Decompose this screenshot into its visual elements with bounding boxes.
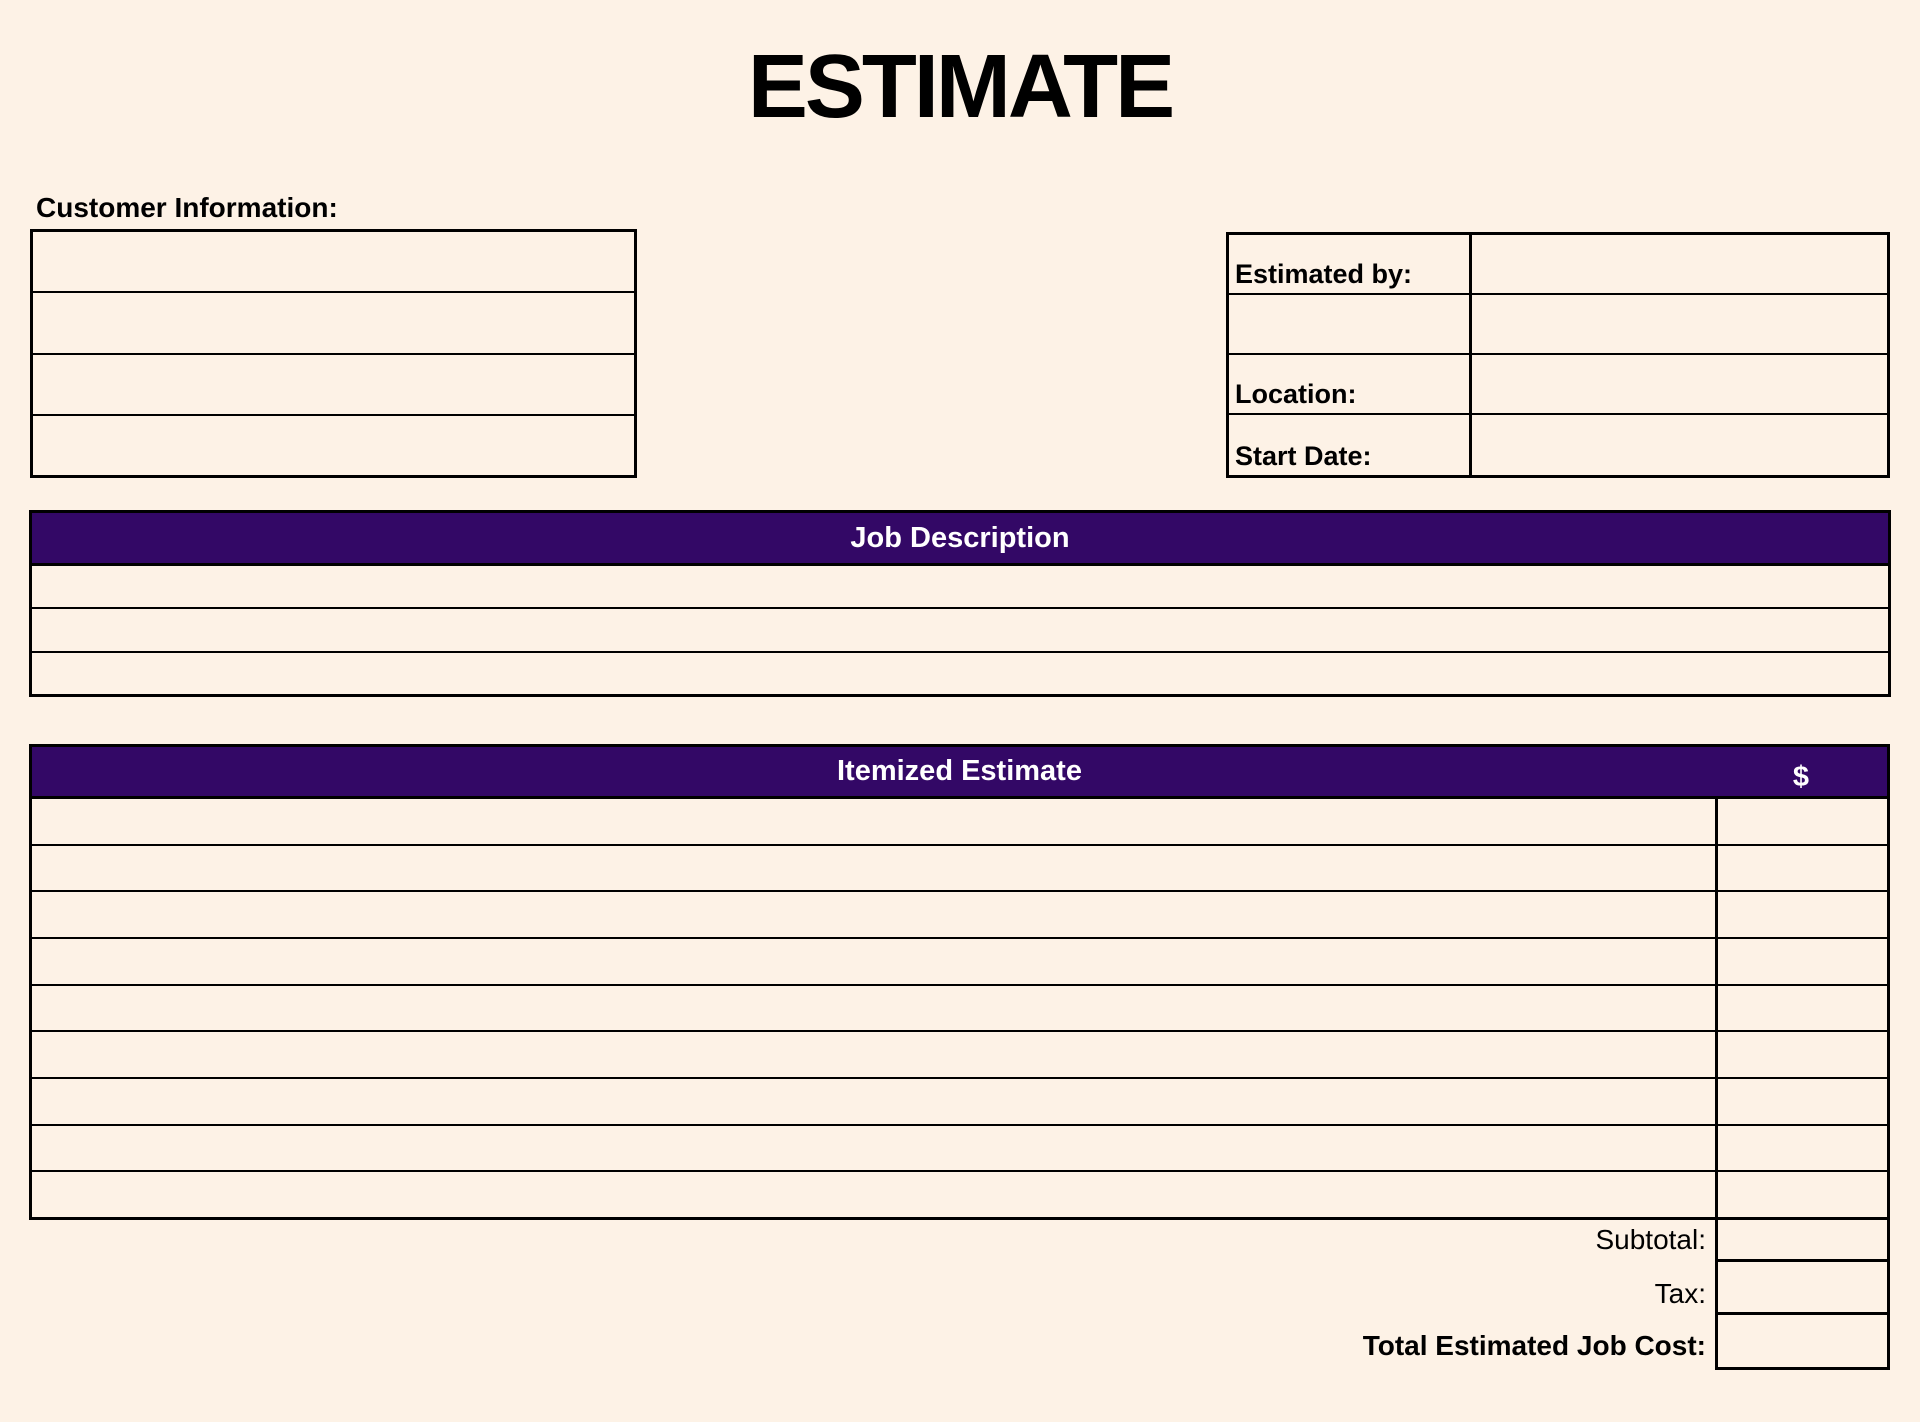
item-row xyxy=(32,1032,1887,1080)
item-row xyxy=(32,1172,1887,1218)
estimated-by-label: Estimated by: xyxy=(1229,235,1472,295)
item-amount-cell[interactable] xyxy=(1718,846,1887,891)
tax-value-box[interactable] xyxy=(1715,1259,1890,1315)
item-description-cell[interactable] xyxy=(32,985,1718,1031)
estimate-info-table: Estimated by: Location: Start Date: xyxy=(1226,232,1890,478)
item-row xyxy=(32,799,1887,846)
item-description-cell[interactable] xyxy=(32,1172,1718,1218)
itemized-estimate-header-text: Itemized Estimate xyxy=(837,755,1082,787)
total-estimated-job-cost-value-box[interactable] xyxy=(1715,1312,1890,1370)
blank-label-cell xyxy=(1229,295,1472,355)
job-description-header-bar: Job Description xyxy=(32,513,1888,566)
item-description-cell[interactable] xyxy=(32,799,1718,844)
job-description-header-text: Job Description xyxy=(850,521,1070,554)
item-amount-cell[interactable] xyxy=(1718,939,1887,984)
total-estimated-job-cost-label: Total Estimated Job Cost: xyxy=(1362,1330,1706,1361)
subtotal-label: Subtotal: xyxy=(1595,1224,1706,1255)
estimated-by-value[interactable] xyxy=(1472,235,1887,295)
customer-info-row[interactable] xyxy=(33,293,634,355)
item-amount-cell[interactable] xyxy=(1718,986,1887,1031)
location-label: Location: xyxy=(1229,355,1472,415)
job-description-row[interactable] xyxy=(32,566,1888,610)
blank-value-cell[interactable] xyxy=(1472,295,1887,355)
location-value[interactable] xyxy=(1472,355,1887,415)
item-row xyxy=(32,1125,1887,1173)
item-amount-cell[interactable] xyxy=(1718,1172,1887,1217)
item-row xyxy=(32,939,1887,986)
item-description-cell[interactable] xyxy=(32,1125,1718,1171)
start-date-value[interactable] xyxy=(1472,415,1887,475)
customer-info-label: Customer Information: xyxy=(36,192,338,223)
item-description-cell[interactable] xyxy=(32,939,1718,984)
item-amount-cell[interactable] xyxy=(1718,1032,1887,1077)
item-description-cell[interactable] xyxy=(32,845,1718,891)
itemized-estimate-section: Itemized Estimate $ xyxy=(29,744,1890,1220)
item-description-cell[interactable] xyxy=(32,1032,1718,1078)
itemized-estimate-header-bar: Itemized Estimate $ xyxy=(32,747,1887,799)
itemized-rows xyxy=(32,799,1887,1218)
item-amount-cell[interactable] xyxy=(1718,1126,1887,1171)
item-amount-cell[interactable] xyxy=(1718,799,1887,844)
amount-column-header: $ xyxy=(1792,761,1810,793)
item-amount-cell[interactable] xyxy=(1718,892,1887,937)
item-row xyxy=(32,845,1887,893)
item-description-cell[interactable] xyxy=(32,1079,1718,1124)
item-row xyxy=(32,985,1887,1033)
job-description-row[interactable] xyxy=(32,609,1888,653)
job-description-section: Job Description xyxy=(29,510,1891,697)
customer-info-table xyxy=(30,229,637,478)
subtotal-value-box[interactable] xyxy=(1715,1217,1890,1262)
item-amount-cell[interactable] xyxy=(1718,1079,1887,1124)
tax-label: Tax: xyxy=(1654,1278,1706,1309)
page-title: ESTIMATE xyxy=(747,37,1175,137)
customer-info-row[interactable] xyxy=(33,416,634,475)
customer-info-row[interactable] xyxy=(33,232,634,294)
item-description-cell[interactable] xyxy=(32,892,1718,938)
customer-info-row[interactable] xyxy=(33,355,634,416)
start-date-label: Start Date: xyxy=(1229,415,1472,475)
item-row xyxy=(32,1079,1887,1126)
job-description-row[interactable] xyxy=(32,653,1888,694)
item-row xyxy=(32,892,1887,940)
